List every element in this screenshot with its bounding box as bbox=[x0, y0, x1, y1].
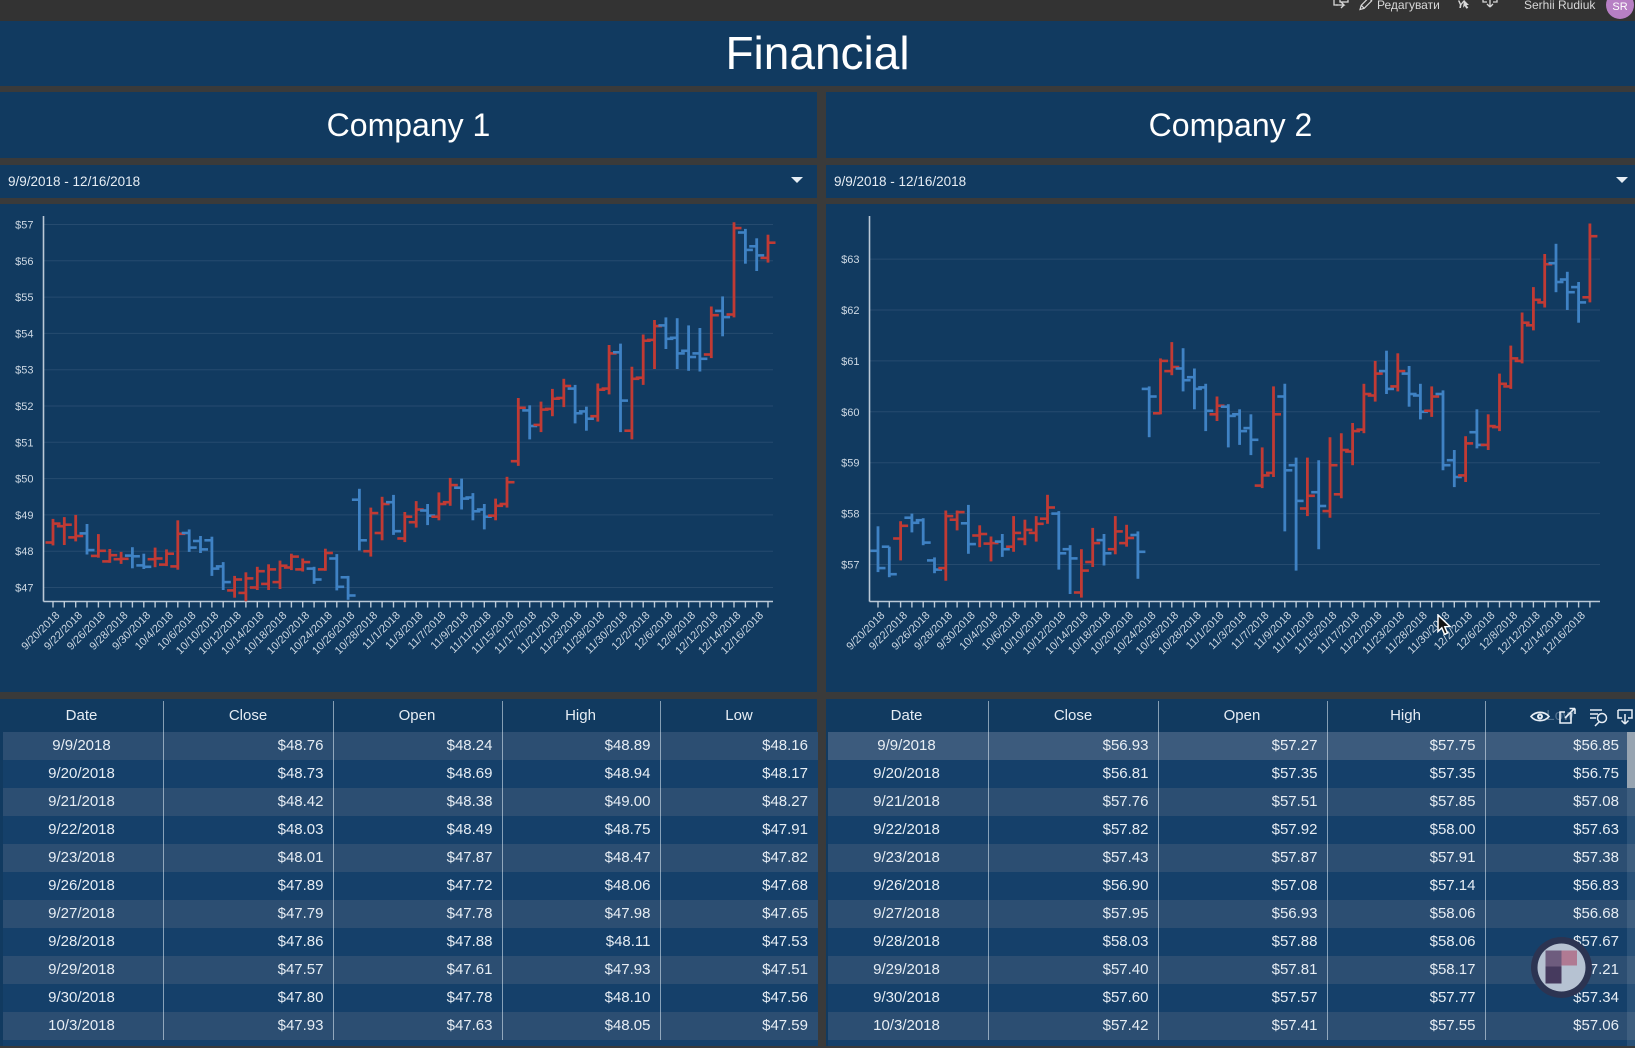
svg-text:Y: Y bbox=[1457, 0, 1466, 11]
svg-text:$52: $52 bbox=[15, 401, 33, 413]
svg-text:$51: $51 bbox=[15, 437, 33, 449]
svg-text:$58: $58 bbox=[841, 509, 859, 521]
svg-text:$60: $60 bbox=[841, 407, 859, 419]
svg-text:$56: $56 bbox=[15, 256, 33, 268]
svg-text:$53: $53 bbox=[15, 365, 33, 377]
svg-text:SR: SR bbox=[1612, 1, 1627, 13]
svg-text:$59: $59 bbox=[841, 458, 859, 470]
svg-text:$54: $54 bbox=[15, 328, 33, 340]
svg-text:Serhii Rudiuk: Serhii Rudiuk bbox=[1524, 0, 1596, 12]
svg-text:$50: $50 bbox=[15, 474, 33, 486]
svg-text:$48: $48 bbox=[15, 546, 33, 558]
svg-text:$47: $47 bbox=[15, 583, 33, 595]
svg-text:$61: $61 bbox=[841, 356, 859, 368]
svg-text:$57: $57 bbox=[841, 560, 859, 572]
svg-text:$63: $63 bbox=[841, 254, 859, 266]
svg-text:$55: $55 bbox=[15, 292, 33, 304]
svg-text:$57: $57 bbox=[15, 220, 33, 232]
svg-text:$49: $49 bbox=[15, 510, 33, 522]
svg-text:Редагувати: Редагувати bbox=[1377, 0, 1440, 12]
svg-text:$62: $62 bbox=[841, 305, 859, 317]
